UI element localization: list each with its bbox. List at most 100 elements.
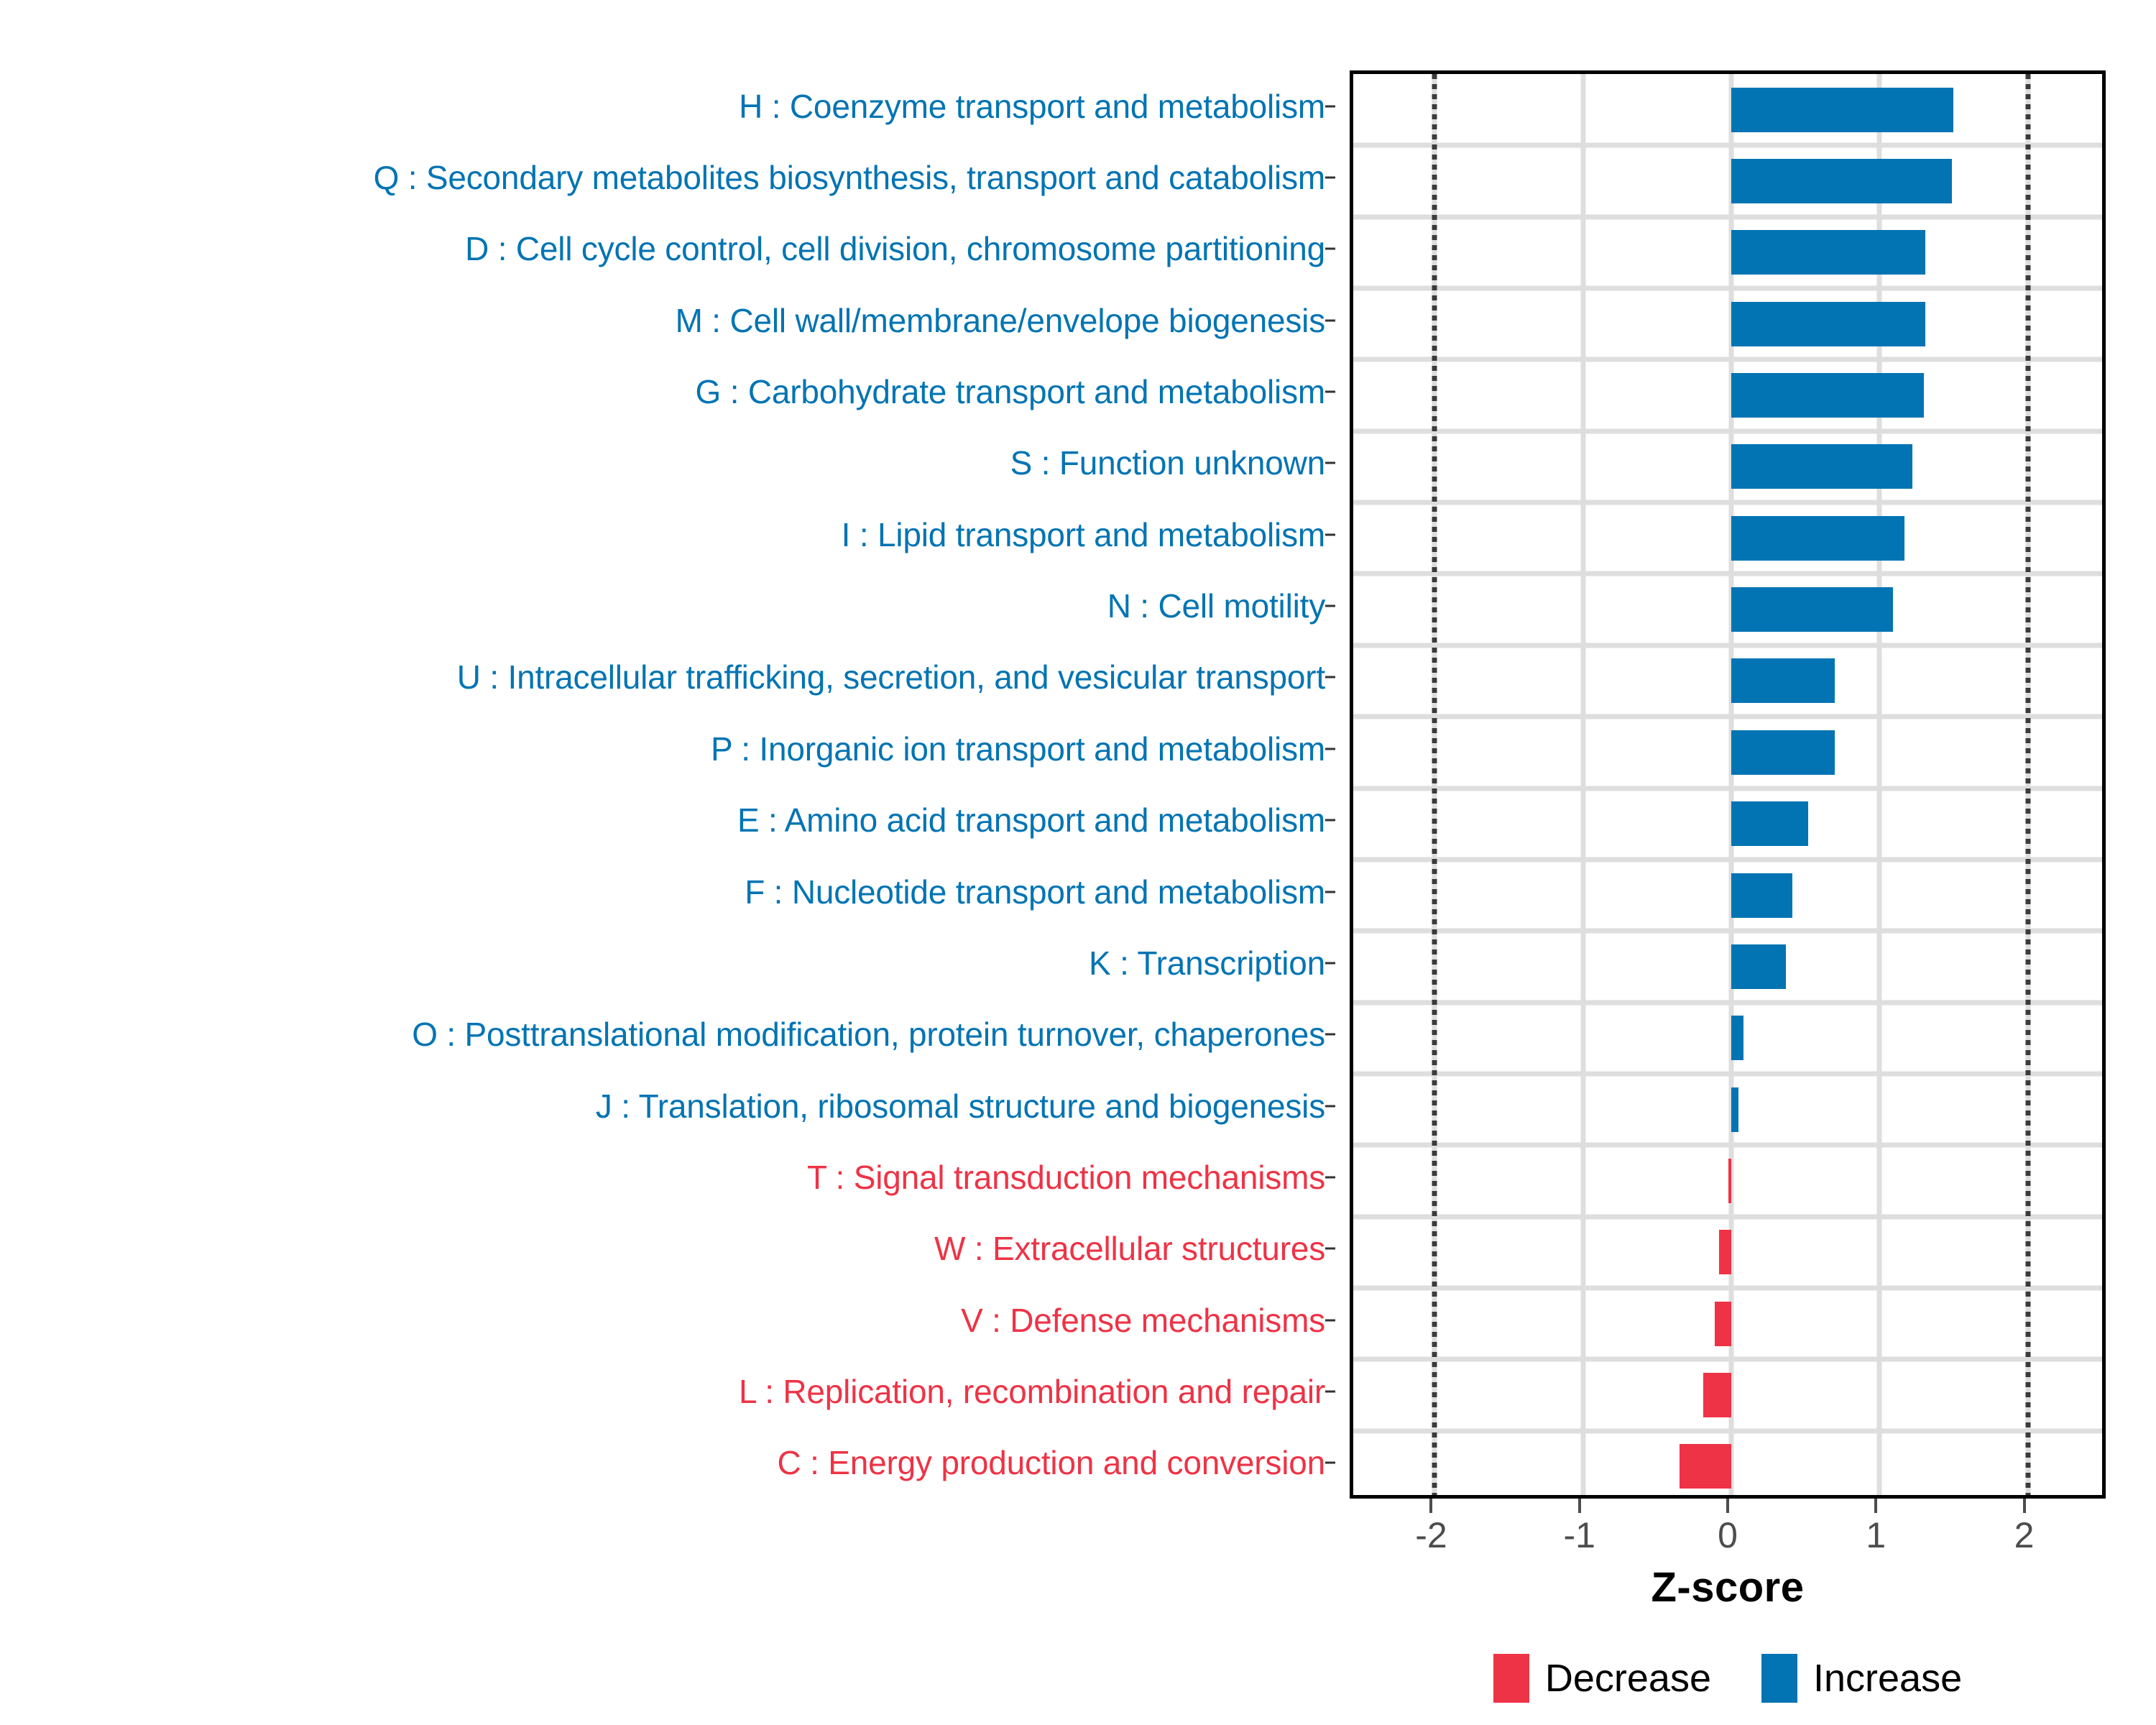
bar[interactable] (1731, 87, 1954, 132)
bar[interactable] (1728, 1158, 1731, 1203)
y-axis-tick (1325, 533, 1335, 536)
horizontal-gridline (1353, 1071, 2102, 1077)
bar[interactable] (1731, 301, 1926, 346)
x-axis-tick-label: 1 (1866, 1515, 1886, 1555)
y-axis-tick (1325, 891, 1335, 893)
legend-label: Increase (1812, 1657, 1963, 1700)
horizontal-gridline (1353, 857, 2102, 862)
y-axis-category-labels: H : Coenzyme transport and metabolism Q :… (0, 70, 1335, 1499)
y-axis-label: H : Coenzyme transport and metabolism (739, 87, 1325, 125)
bar[interactable] (1731, 515, 1905, 561)
bar[interactable] (1731, 587, 1893, 632)
y-axis-label: T : Signal transduction mechanisms (806, 1158, 1325, 1196)
y-axis-tick (1325, 461, 1335, 464)
y-axis-tick (1325, 1461, 1335, 1464)
x-axis-tick (1726, 1499, 1729, 1513)
legend-swatch (1761, 1654, 1797, 1703)
x-axis-tick (1874, 1499, 1878, 1513)
bar[interactable] (1719, 1230, 1731, 1275)
horizontal-gridline (1353, 428, 2102, 434)
bar[interactable] (1703, 1372, 1731, 1417)
horizontal-gridline (1353, 714, 2102, 719)
y-axis-label: M : Cell wall/membrane/envelope biogenes… (675, 301, 1326, 339)
legend-item[interactable]: Increase (1761, 1654, 1962, 1703)
y-axis-tick (1325, 676, 1335, 678)
x-axis-tick (2022, 1499, 2026, 1513)
x-axis-tick-label: 0 (1718, 1515, 1738, 1555)
y-axis-tick (1325, 319, 1335, 322)
y-axis-tick (1325, 105, 1335, 108)
x-axis-tick-label: 2 (2014, 1515, 2035, 1555)
horizontal-gridline (1353, 786, 2102, 791)
y-axis-tick (1325, 819, 1335, 822)
vertical-gridline (1728, 74, 1734, 1495)
bar[interactable] (1731, 230, 1926, 275)
legend-swatch (1493, 1654, 1529, 1703)
y-axis-label: W : Extracellular structures (934, 1230, 1325, 1268)
horizontal-gridline (1353, 571, 2102, 576)
y-axis-tick (1325, 1247, 1335, 1250)
y-axis-tick (1325, 390, 1335, 393)
y-axis-tick (1325, 1319, 1335, 1322)
bar[interactable] (1731, 1016, 1743, 1061)
legend-item[interactable]: Decrease (1493, 1654, 1711, 1703)
y-axis-label: U : Intracellular trafficking, secretion… (456, 658, 1325, 696)
y-axis-label: V : Defense mechanisms (961, 1301, 1325, 1339)
y-axis-label: K : Transcription (1089, 944, 1325, 982)
horizontal-gridline (1353, 1356, 2102, 1362)
y-axis-label: J : Translation, ribosomal structure and… (595, 1087, 1325, 1125)
bar[interactable] (1731, 801, 1809, 847)
y-axis-tick (1325, 1033, 1335, 1036)
x-axis: -2 -1 0 1 2 (1350, 1499, 2106, 1606)
horizontal-gridline (1353, 1000, 2102, 1006)
bar[interactable] (1679, 1444, 1731, 1489)
bar[interactable] (1731, 944, 1787, 989)
y-axis-tick (1325, 1390, 1335, 1393)
bar[interactable] (1715, 1301, 1731, 1346)
horizontal-gridline (1353, 500, 2102, 505)
y-axis-label: D : Cell cycle control, cell division, c… (465, 230, 1325, 268)
horizontal-gridline (1353, 1428, 2102, 1434)
y-axis-label: Q : Secondary metabolites biosynthesis, … (373, 159, 1326, 197)
x-axis-tick-label: -2 (1415, 1515, 1447, 1555)
horizontal-gridline (1353, 1214, 2102, 1220)
y-axis-tick (1325, 604, 1335, 607)
y-axis-tick (1325, 1176, 1335, 1179)
horizontal-gridline (1353, 214, 2102, 220)
x-axis-title: Z-score (1651, 1564, 1805, 1611)
x-axis-tick (1429, 1499, 1433, 1513)
y-axis-label: S : Function unknown (1010, 444, 1326, 482)
reference-line (1432, 74, 1437, 1495)
bar[interactable] (1731, 1087, 1739, 1132)
bar[interactable] (1731, 159, 1953, 204)
y-axis-label: G : Carbohydrate transport and metabolis… (695, 373, 1326, 411)
y-axis-label: L : Replication, recombination and repai… (738, 1372, 1325, 1410)
y-axis-tick (1325, 962, 1335, 965)
horizontal-gridline (1353, 285, 2102, 291)
y-axis-label: O : Posttranslational modification, prot… (412, 1016, 1325, 1054)
bar[interactable] (1731, 373, 1925, 418)
x-axis-tick (1577, 1499, 1581, 1513)
legend: Decrease Increase (1350, 1642, 2106, 1714)
vertical-gridline (1876, 74, 1882, 1495)
y-axis-label: F : Nucleotide transport and metabolism (745, 873, 1325, 911)
bar[interactable] (1731, 873, 1792, 918)
legend-label: Decrease (1544, 1657, 1711, 1700)
plot-panel (1350, 70, 2106, 1499)
y-axis-tick (1325, 176, 1335, 179)
bar[interactable] (1731, 444, 1912, 489)
horizontal-gridline (1353, 643, 2102, 648)
y-axis-label: C : Energy production and conversion (777, 1444, 1326, 1482)
y-axis-label: E : Amino acid transport and metabolism (737, 801, 1325, 840)
y-axis-tick (1325, 1105, 1335, 1108)
reference-line (2025, 74, 2031, 1495)
horizontal-gridline (1353, 1142, 2102, 1148)
bar[interactable] (1731, 658, 1835, 704)
bar[interactable] (1731, 730, 1835, 775)
y-axis-tick (1325, 247, 1335, 250)
horizontal-gridline (1353, 142, 2102, 148)
horizontal-gridline (1353, 1285, 2102, 1291)
y-axis-label: N : Cell motility (1107, 587, 1326, 625)
y-axis-label: P : Inorganic ion transport and metaboli… (711, 730, 1325, 768)
